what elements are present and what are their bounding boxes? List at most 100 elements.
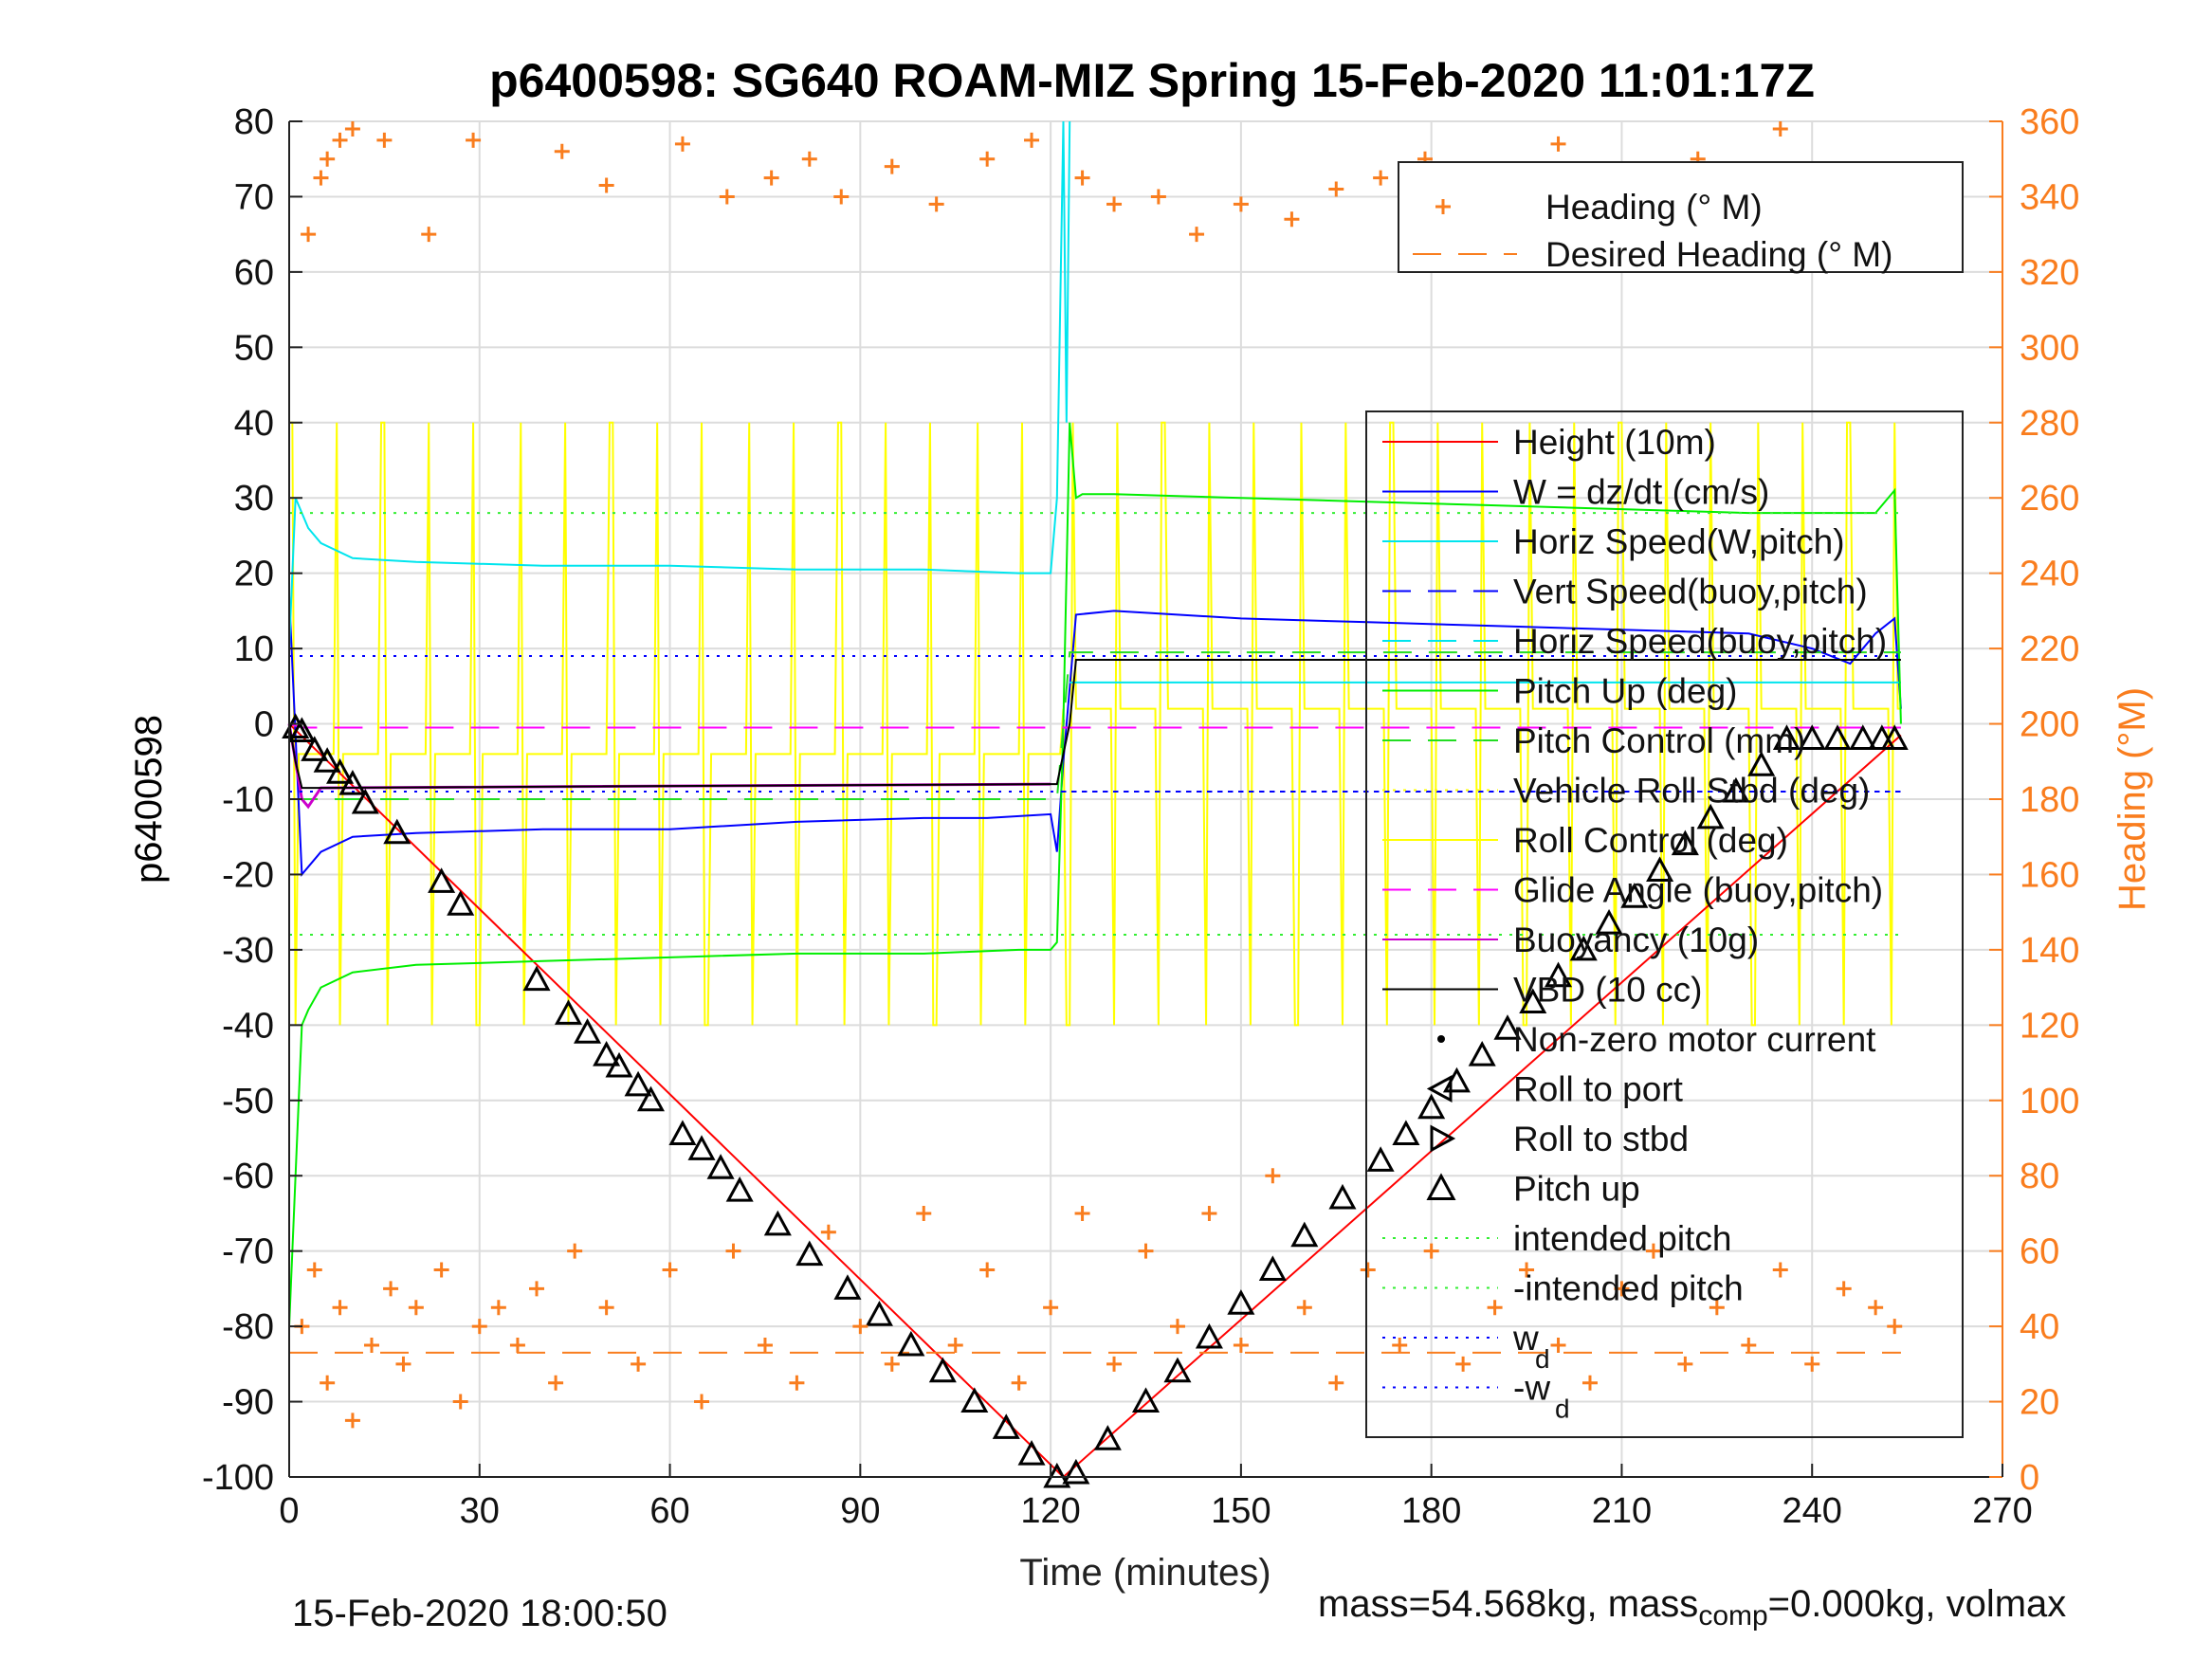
y-tick-label: 0	[254, 705, 274, 745]
x-tick-label: 180	[1401, 1491, 1461, 1531]
heading-marker	[1201, 1205, 1217, 1221]
heading-marker	[466, 132, 482, 148]
pitch-up-marker	[1093, 1425, 1122, 1450]
heading-marker	[916, 1205, 932, 1221]
footer-timestamp: 15-Feb-2020 18:00:50	[292, 1593, 667, 1634]
heading-marker	[631, 1356, 647, 1372]
y-tick-label: 10	[234, 629, 274, 669]
pitch-up-marker	[1747, 751, 1776, 776]
y-tick-label: -50	[222, 1082, 274, 1121]
y-tick-label: 20	[234, 555, 274, 594]
heading-marker	[598, 1300, 614, 1316]
y2-tick-label: 220	[2020, 629, 2079, 669]
legend-main-label: VBD (10 cc)	[1513, 971, 1702, 1010]
pitch-up-marker	[383, 818, 411, 845]
y2-tick-label: 140	[2020, 931, 2079, 971]
heading-marker	[1741, 1337, 1757, 1353]
pitch-up-marker	[992, 1413, 1020, 1439]
heading-marker	[1138, 1243, 1154, 1259]
heading-marker	[928, 196, 944, 212]
heading-marker	[567, 1243, 583, 1259]
legend-marker-roll-stbd	[1430, 1124, 1456, 1153]
heading-marker	[1106, 1356, 1123, 1372]
heading-marker	[1772, 1262, 1788, 1278]
pitch-up-marker	[574, 1018, 602, 1044]
footer-mass-info: mass=54.568kg, masscomp=0.000kg, volmax	[1318, 1583, 2066, 1632]
y-tick-label: -20	[222, 855, 274, 895]
heading-marker	[1836, 1281, 1852, 1297]
pitch-up-marker	[795, 1240, 824, 1267]
heading-marker	[1189, 227, 1205, 243]
heading-marker	[1265, 1168, 1281, 1184]
heading-marker	[1024, 132, 1040, 148]
y-axis-label: p6400598	[128, 715, 170, 884]
heading-marker	[1169, 1319, 1185, 1335]
y-tick-labels: 80 70 60 50 40 30 20 10 0 -10 -20 -30 -40 -50 -60 -70 -8…	[202, 102, 302, 1498]
series-pitch-control-mm-	[289, 651, 1901, 800]
heading-marker	[383, 1281, 399, 1297]
heading-marker	[1074, 170, 1090, 186]
footer-mass-post: =0.000kg, volmax	[1767, 1583, 2067, 1625]
y-tick-label: 80	[234, 102, 274, 142]
pitch-up-marker	[1620, 883, 1649, 908]
heading-marker	[1614, 1281, 1630, 1297]
legend-main-label: -w	[1513, 1369, 1550, 1408]
heading-marker	[1709, 1300, 1725, 1316]
heading-marker	[490, 1300, 506, 1316]
heading-marker	[548, 1375, 564, 1391]
x-tick-label: 240	[1782, 1491, 1842, 1531]
heading-marker	[1360, 1262, 1376, 1278]
pitch-up-marker	[725, 1176, 754, 1202]
heading-marker	[1645, 1243, 1661, 1259]
legend-main-label: Horiz Speed(W,pitch)	[1513, 522, 1845, 561]
pitch-up-marker	[522, 965, 551, 992]
x-tick-label: 270	[1972, 1491, 2032, 1531]
y-tick-label: 30	[234, 479, 274, 519]
y2-tick-label: 360	[2020, 102, 2079, 142]
pitch-up-marker	[1880, 724, 1909, 750]
heading-marker	[1519, 1262, 1535, 1278]
y2-tick-label: 60	[2020, 1232, 2059, 1272]
heading-marker	[1106, 196, 1123, 212]
pitch-up-marker	[1722, 776, 1750, 803]
y2-tick-label: 320	[2020, 253, 2079, 293]
pitch-up-marker	[1195, 1322, 1223, 1349]
pitch-up-marker	[1131, 1387, 1161, 1413]
y-tick-label: 40	[234, 404, 274, 444]
heading-marker	[820, 1224, 836, 1240]
pitch-up-marker	[1258, 1255, 1287, 1282]
pitch-up-marker	[1392, 1120, 1420, 1146]
y2-tick-label: 300	[2020, 328, 2079, 368]
pitch-up-marker	[668, 1120, 697, 1146]
legend-main-subscript: d	[1535, 1344, 1550, 1374]
y-tick-label: -60	[222, 1157, 274, 1196]
pitch-up-marker	[605, 1051, 633, 1078]
pitch-up-marker	[1493, 1014, 1522, 1040]
y2-tick-label: 0	[2020, 1458, 2039, 1498]
y-tick-label: -30	[222, 931, 274, 971]
heading-marker	[979, 1262, 996, 1278]
legend-main-label: Vert Speed(buoy,pitch)	[1513, 573, 1868, 611]
heading-marker	[1043, 1300, 1059, 1316]
heading-marker	[1392, 1337, 1408, 1353]
heading-marker	[947, 1337, 963, 1353]
y-tick-label: -100	[202, 1458, 274, 1498]
heading-marker	[598, 177, 614, 193]
pitch-up-marker	[1569, 935, 1598, 961]
heading-marker	[554, 143, 570, 159]
legend-main-label: w	[1512, 1319, 1539, 1358]
pitch-up-marker	[1595, 908, 1623, 935]
heading-marker	[320, 151, 336, 167]
x-tick-label: 30	[460, 1491, 500, 1531]
pitch-up-marker	[338, 769, 367, 795]
y2-tick-label: 100	[2020, 1082, 2079, 1121]
legend-main-label: -intended pitch	[1513, 1269, 1744, 1308]
x-tick-label: 90	[840, 1491, 880, 1531]
y-tick-label: -70	[222, 1232, 274, 1272]
y2-tick-label: 120	[2020, 1006, 2079, 1046]
pitch-up-marker	[1328, 1183, 1357, 1210]
legend-main-subscript: d	[1555, 1395, 1570, 1424]
pitch-up-marker	[1849, 724, 1877, 750]
legend-main-label: Pitch Control (mm)	[1513, 721, 1805, 760]
